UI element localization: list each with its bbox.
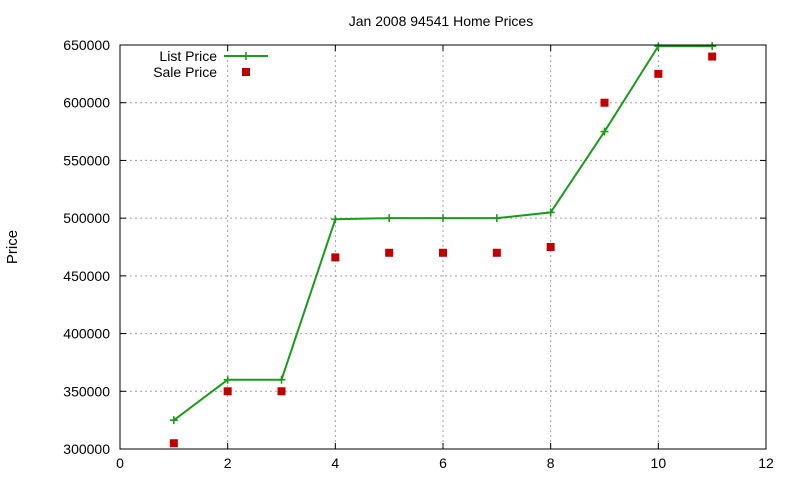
y-tick-label: 300000 (63, 441, 110, 457)
x-tick-label: 0 (116, 455, 124, 471)
list-price-point (546, 208, 555, 217)
sale-price-point (169, 439, 178, 448)
y-tick-label: 400000 (63, 326, 110, 342)
sale-price-point (708, 52, 717, 61)
list-price-point (439, 214, 447, 223)
sale-price-point (331, 253, 340, 262)
y-tick-label: 600000 (63, 95, 110, 111)
y-tick-label: 500000 (63, 210, 110, 226)
sale-price-point (492, 248, 501, 257)
y-axis-label: Price (4, 230, 21, 264)
sale-price-point (600, 98, 609, 107)
legend-sale-price-marker (242, 68, 250, 76)
list-price-point (223, 375, 232, 384)
sale-price-point (546, 243, 555, 251)
legend-list-price-label: List Price (159, 48, 217, 64)
y-tick-label: 350000 (63, 383, 110, 399)
list-price-point (277, 375, 286, 384)
sale-price-point (223, 387, 232, 396)
axis-ticks: 300000 350000 400000 450000 500000 550000 6000… (63, 37, 774, 471)
legend-list-price-marker (242, 52, 250, 60)
sale-price-point (385, 248, 394, 257)
x-tick-label: 10 (651, 455, 667, 471)
y-tick-label: 650000 (63, 37, 110, 53)
plot-frame (119, 44, 767, 450)
sale-price-point (654, 69, 663, 78)
x-tick-label: 8 (547, 455, 555, 471)
list-price-point (600, 127, 609, 136)
sale-price-point (277, 387, 286, 396)
x-tick-label: 6 (439, 455, 447, 471)
list-price-point (169, 416, 178, 425)
legend-sale-price-label: Sale Price (153, 64, 217, 80)
list-price-point (708, 42, 717, 51)
list-price-point (385, 214, 394, 223)
list-price-point (492, 214, 501, 223)
x-tick-label: 12 (758, 455, 774, 471)
chart-title: Jan 2008 94541 Home Prices (349, 13, 533, 29)
plot-area (169, 42, 717, 448)
y-tick-label: 550000 (63, 152, 110, 168)
x-tick-label: 2 (224, 455, 232, 471)
list-price-point (654, 42, 663, 51)
sale-price-point (439, 248, 447, 257)
list-price-point (331, 215, 340, 224)
y-tick-label: 450000 (63, 268, 110, 284)
x-tick-label: 4 (331, 455, 339, 471)
